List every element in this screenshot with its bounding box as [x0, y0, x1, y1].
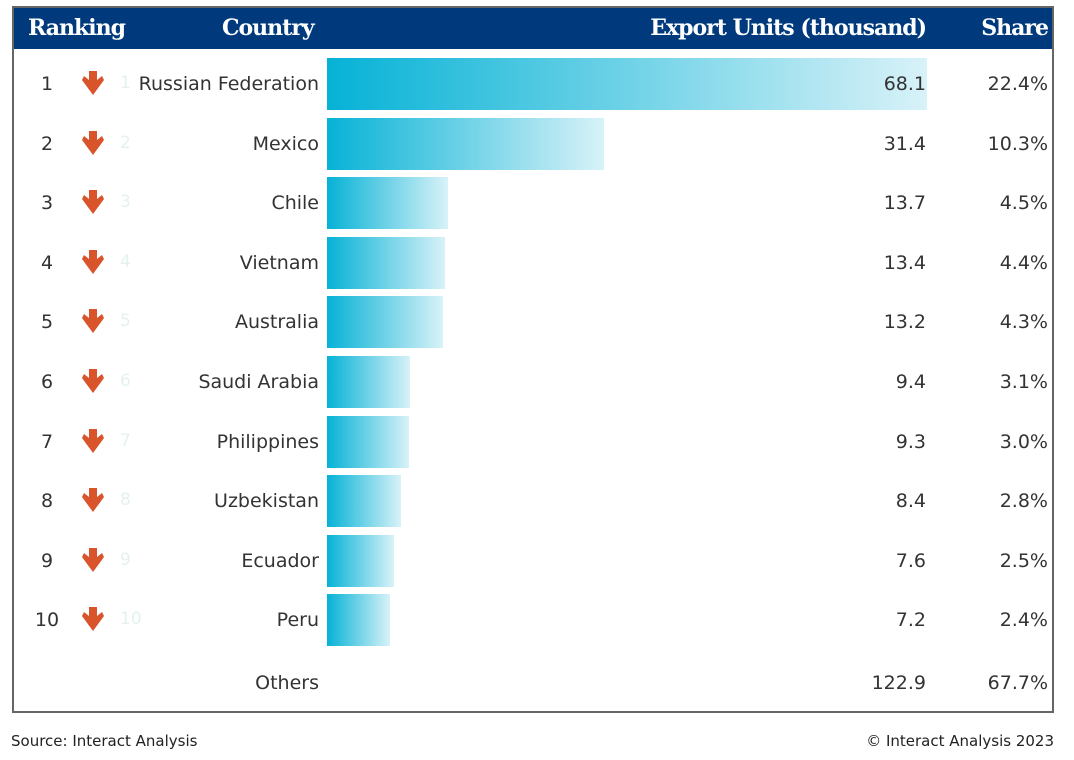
bar [327, 356, 410, 408]
arrow-down-icon [82, 369, 104, 393]
previous-rank: 7 [120, 430, 131, 451]
country-name: Vietnam [239, 251, 319, 274]
arrow-down-icon [82, 190, 104, 215]
share-value: 2.5% [999, 549, 1048, 572]
bar [327, 415, 409, 468]
arrow-down-icon [82, 130, 104, 155]
share-value: 22.4% [987, 73, 1048, 95]
arrow-down-icon [82, 607, 104, 632]
others-value: 122.9 [871, 672, 926, 694]
source-note: Source: Interact Analysis [11, 732, 198, 750]
table-row: 1 1 Russian Federation 68.1 22.4% [14, 55, 1052, 114]
country-name: Australia [234, 311, 319, 334]
share-value: 4.5% [999, 192, 1048, 215]
country-name: Mexico [252, 132, 319, 155]
export-value: 7.6 [895, 549, 926, 572]
export-value: 13.2 [883, 311, 926, 334]
rank: 1 [40, 73, 54, 95]
export-value: 9.4 [895, 371, 926, 393]
table-row: 9 9 Ecuador 7.6 2.5% [14, 532, 1052, 591]
header-ranking: Ranking [28, 15, 126, 41]
arrow-down-icon [82, 547, 104, 572]
export-value: 31.4 [883, 132, 926, 155]
rank: 8 [40, 490, 54, 513]
export-value: 8.4 [895, 490, 926, 513]
arrow-down-icon [82, 488, 104, 513]
table-row: 5 5 Australia 13.2 4.3% [14, 293, 1052, 352]
others-share: 67.7% [987, 672, 1048, 694]
arrow-down-icon [82, 249, 104, 274]
previous-rank: 9 [120, 549, 131, 570]
country-name: Ecuador [241, 549, 319, 572]
share-value: 10.3% [987, 132, 1048, 155]
arrow-down-icon [82, 428, 104, 453]
table-row: 6 6 Saudi Arabia 9.4 3.1% [14, 353, 1052, 412]
others-row: Others 122.9 67.7% [14, 654, 1052, 713]
share-value: 2.4% [999, 609, 1048, 632]
export-value: 68.1 [883, 73, 926, 95]
table-row: 10 10 Peru 7.2 2.4% [14, 591, 1052, 650]
bar [327, 296, 444, 349]
previous-rank: 8 [120, 490, 131, 511]
table-row: 8 8 Uzbekistan 8.4 2.8% [14, 472, 1052, 531]
table-header: Ranking Country Export Units (thousand) … [14, 8, 1052, 49]
bar [327, 117, 604, 170]
previous-rank: 2 [120, 132, 131, 153]
bar [327, 236, 446, 289]
share-value: 2.8% [999, 490, 1048, 513]
previous-rank: 10 [120, 609, 142, 630]
table-row: 2 2 Mexico 31.4 10.3% [14, 115, 1052, 174]
rank: 10 [34, 609, 60, 632]
country-name: Russian Federation [138, 73, 319, 95]
bar [327, 594, 391, 647]
previous-rank: 3 [120, 192, 131, 213]
header-units: Export Units (thousand) [650, 15, 927, 41]
export-value: 7.2 [895, 609, 926, 632]
rank: 4 [40, 251, 54, 274]
share-value: 4.4% [999, 251, 1048, 274]
arrow-down-icon [82, 309, 104, 334]
header-share: Share [981, 15, 1049, 41]
table-row: 3 3 Chile 13.7 4.5% [14, 174, 1052, 233]
arrow-down-icon [82, 71, 104, 95]
country-name: Uzbekistan [214, 490, 319, 513]
share-value: 3.0% [999, 430, 1048, 453]
export-value: 13.4 [883, 251, 926, 274]
country-name: Peru [276, 609, 319, 632]
export-value: 9.3 [895, 430, 926, 453]
rank: 3 [40, 192, 54, 215]
share-value: 4.3% [999, 311, 1048, 334]
bar [327, 534, 394, 587]
bar [327, 177, 448, 230]
previous-rank: 6 [120, 371, 131, 391]
others-label: Others [255, 672, 319, 694]
copyright: © Interact Analysis 2023 [866, 732, 1054, 750]
rank: 7 [40, 430, 54, 453]
rank: 6 [40, 371, 54, 393]
bar [327, 58, 927, 110]
rank: 2 [40, 132, 54, 155]
country-name: Saudi Arabia [198, 371, 319, 393]
previous-rank: 5 [120, 311, 131, 332]
rank: 9 [40, 549, 54, 572]
country-name: Chile [271, 192, 319, 215]
bar [327, 475, 401, 528]
table-row: 7 7 Philippines 9.3 3.0% [14, 413, 1052, 472]
header-country: Country [222, 15, 315, 41]
share-value: 3.1% [999, 371, 1048, 393]
table-row: 4 4 Vietnam 13.4 4.4% [14, 234, 1052, 293]
previous-rank: 4 [120, 251, 131, 272]
previous-rank: 1 [120, 73, 131, 93]
rank: 5 [40, 311, 54, 334]
export-value: 13.7 [883, 192, 926, 215]
country-name: Philippines [216, 430, 319, 453]
